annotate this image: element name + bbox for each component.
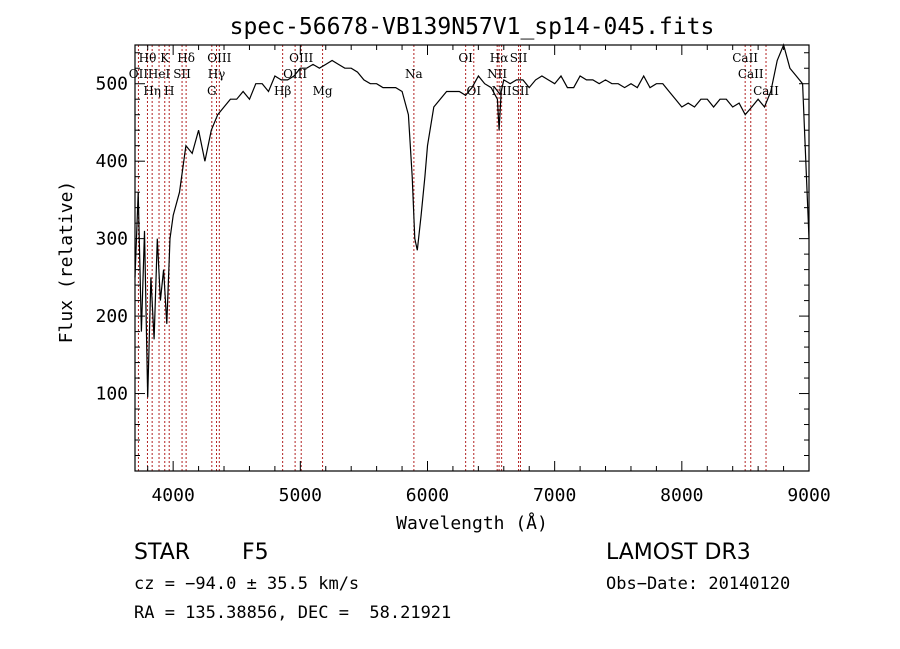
line-label: SII [512, 84, 530, 98]
line-label: G [207, 84, 217, 98]
line-label: Hη [143, 84, 161, 98]
line-label: CaII [753, 84, 779, 98]
line-label: Hβ [274, 84, 291, 98]
x-axis: 4000 5000 6000 7000 8000 9000 [147, 45, 831, 506]
line-label: Hα [490, 51, 509, 65]
x-tick-label: 4000 [151, 485, 194, 506]
y-tick-label: 200 [95, 306, 128, 327]
line-label: SII [510, 51, 528, 65]
coordinates: RA = 135.38856, DEC = 58.21921 [134, 603, 452, 623]
line-label: OI [458, 51, 473, 65]
line-label: OIII [207, 51, 231, 65]
line-label: OI [466, 84, 481, 98]
y-tick-label: 100 [95, 384, 128, 405]
y-axis-label: Flux (relative) [56, 181, 77, 344]
x-tick-label: 7000 [533, 485, 576, 506]
y-tick-label: 300 [95, 229, 128, 250]
redshift-info: cz = −94.0 ± 35.5 km/s [134, 574, 360, 594]
line-label: Hγ [208, 67, 226, 81]
y-axis: 100 200 300 400 500 [95, 52, 809, 457]
line-label: Hθ [139, 51, 157, 65]
line-label: NII [487, 67, 507, 81]
observation-date: Obs−Date: 20140120 [606, 574, 791, 594]
line-label: Mg [313, 84, 333, 98]
survey-name: LAMOST DR3 [606, 540, 751, 565]
x-tick-label: 5000 [279, 485, 322, 506]
y-tick-label: 400 [95, 151, 128, 172]
x-tick-label: 9000 [787, 485, 830, 506]
line-label: Na [405, 67, 423, 81]
line-label: HeI [148, 67, 171, 81]
x-tick-label: 6000 [406, 485, 449, 506]
line-label: OII [129, 67, 149, 81]
line-label: K [160, 51, 170, 65]
x-axis-label: Wavelength (Å) [396, 512, 548, 534]
object-subclass: F5 [242, 540, 269, 565]
line-label: Hδ [177, 51, 195, 65]
line-label: SII [173, 67, 191, 81]
plot-frame [134, 44, 810, 472]
line-markers [137, 45, 767, 471]
line-label: OIII [289, 51, 313, 65]
object-class: STAR [134, 540, 191, 565]
chart-title: spec-56678-VB139N57V1_sp14-045.fits [230, 14, 715, 40]
x-tick-label: 8000 [660, 485, 703, 506]
line-label: CaII [738, 67, 764, 81]
line-label: CaII [732, 51, 758, 65]
y-tick-label: 500 [95, 74, 128, 95]
line-label: H [164, 84, 174, 98]
spectrum-line [134, 43, 810, 398]
